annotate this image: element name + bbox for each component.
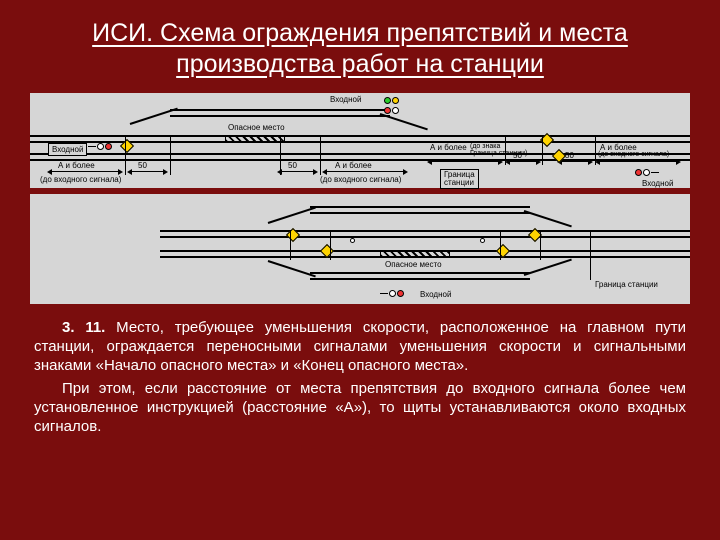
tick <box>320 135 321 175</box>
dim-arrow <box>280 171 315 172</box>
track <box>310 206 530 208</box>
switch-marker <box>480 238 485 243</box>
label-do-vkh: (до входного сигнала) <box>598 151 669 158</box>
danger-zone <box>225 135 285 143</box>
signal-top2 <box>384 107 399 114</box>
diagram-top: Входной Опасное место Входной А и более … <box>30 93 690 188</box>
track-slope <box>268 206 316 223</box>
label-granitsa-box: Границастанции <box>440 169 479 189</box>
tick <box>290 230 291 260</box>
tick <box>280 135 281 175</box>
tick <box>330 230 331 260</box>
tick <box>500 230 501 260</box>
dim-arrow <box>598 161 678 162</box>
paragraph-2: При этом, если расстояние от места препя… <box>34 379 686 437</box>
body-text: 3. 11. Место, требующее уменьшения скоро… <box>30 318 690 437</box>
label-vkhodnoy-left: Входной <box>48 143 87 156</box>
tick <box>542 135 543 165</box>
track-slope <box>524 258 572 275</box>
dim-arrow <box>430 161 500 162</box>
dim-arrow <box>560 161 590 162</box>
para-1-text: Место, требующее уменьшения скорости, ра… <box>34 319 686 374</box>
signal-left <box>88 143 112 150</box>
main-track <box>160 230 690 232</box>
dim-arrow <box>130 171 165 172</box>
slide-root: ИСИ. Схема ограждения препятствий и мест… <box>0 0 720 540</box>
label-50: 50 <box>513 151 522 160</box>
signal-top <box>384 97 399 104</box>
dim-arrow <box>50 171 120 172</box>
tick <box>540 230 541 260</box>
main-track <box>160 236 690 238</box>
signal-bottom <box>380 290 404 297</box>
label-a-bolee: А и более <box>430 143 467 152</box>
tick <box>125 135 126 175</box>
tick <box>170 135 171 175</box>
label-50: 50 <box>288 161 297 170</box>
track <box>310 212 530 214</box>
diagram-bottom: Опасное место Граница станции Входной <box>30 194 690 304</box>
label-vkhodnoy: Входной <box>420 290 451 299</box>
track <box>310 278 530 280</box>
label-a-bolee: А и более <box>335 161 372 170</box>
switch-marker <box>350 238 355 243</box>
label-opasnoe: Опасное место <box>385 260 442 269</box>
track <box>310 272 530 274</box>
track <box>170 109 390 111</box>
label-vkhodnoy: Входной <box>330 95 361 104</box>
tick <box>505 135 506 165</box>
track-slope <box>268 260 316 277</box>
track-slope <box>380 113 428 130</box>
label-do-znaka: (до знака <box>470 143 500 150</box>
track-slope <box>524 210 572 227</box>
track <box>170 115 390 117</box>
slide-title: ИСИ. Схема ограждения препятствий и мест… <box>30 18 690 81</box>
label-vkhodnoy: Входной <box>642 179 673 188</box>
main-track <box>30 153 690 155</box>
label-granitsa: Граница станции <box>595 280 658 289</box>
label-a-bolee: А и более <box>58 161 95 170</box>
main-track <box>30 135 690 137</box>
diagrams-container: Входной Опасное место Входной А и более … <box>30 93 690 304</box>
signal-right <box>635 169 659 176</box>
tick <box>590 230 591 280</box>
dim-arrow <box>325 171 405 172</box>
label-opasnoe: Опасное место <box>228 123 285 132</box>
tick <box>595 135 596 165</box>
label-do-vkh: (до входного сигнала) <box>40 175 121 184</box>
paragraph-1: 3. 11. Место, требующее уменьшения скоро… <box>34 318 686 376</box>
label-50: 50 <box>565 151 574 160</box>
para-number: 3. 11. <box>62 319 105 336</box>
label-do-vkh: (до входного сигнала) <box>320 175 401 184</box>
danger-zone <box>380 250 450 258</box>
dim-arrow <box>508 161 538 162</box>
label-50: 50 <box>138 161 147 170</box>
